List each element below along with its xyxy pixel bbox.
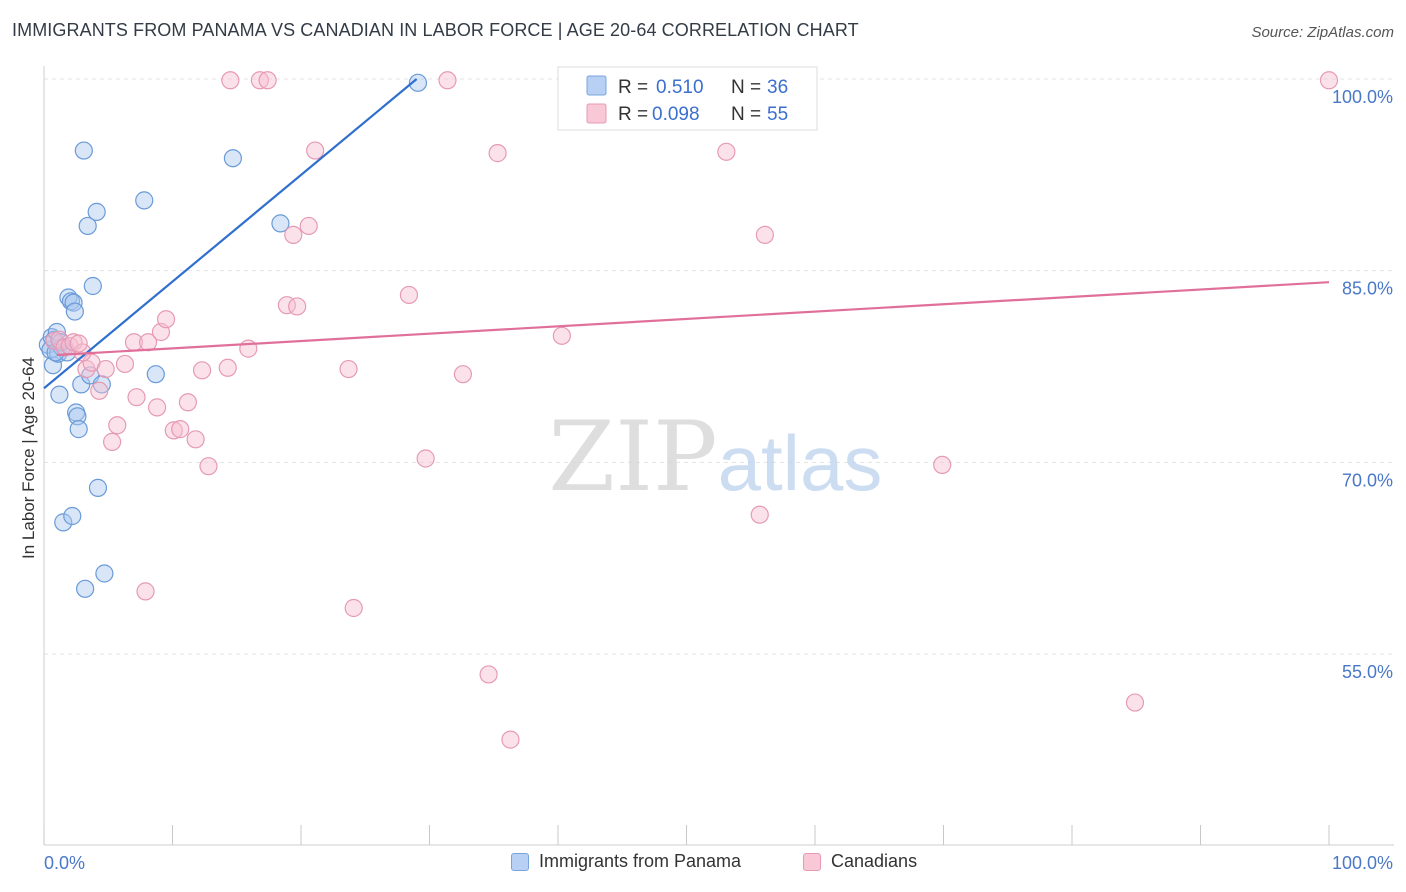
y-tick-label: 70.0% — [1342, 470, 1393, 490]
point-canadian — [156, 310, 176, 329]
legend-label-panama: Immigrants from Panama — [539, 851, 742, 871]
point-canadian — [127, 388, 146, 407]
point-canadian — [186, 430, 205, 449]
point-canadian — [178, 393, 198, 412]
point-canadian — [69, 334, 88, 353]
point-canadian — [288, 297, 307, 316]
point-canadian — [108, 416, 127, 435]
point-panama — [135, 191, 154, 210]
point-panama — [408, 73, 428, 92]
legend-label-canadians: Canadians — [831, 851, 918, 871]
point-canadian — [755, 225, 774, 244]
correlation-legend: R = 0.510 N = 36 R = 0.098 N = 55 — [557, 66, 818, 131]
point-panama — [223, 149, 242, 168]
point-canadian — [501, 730, 520, 749]
point-canadian — [339, 359, 358, 379]
chart-title: IMMIGRANTS FROM PANAMA VS CANADIAN IN LA… — [12, 20, 859, 40]
chart-source: Source: ZipAtlas.com — [1251, 24, 1394, 41]
legend-n-label-canadians: N = — [731, 104, 761, 125]
point-panama — [146, 365, 165, 384]
point-canadian — [488, 144, 507, 163]
data-points — [38, 71, 1339, 749]
point-canadian — [717, 142, 736, 161]
point-canadian — [250, 71, 269, 90]
point-canadian — [103, 432, 122, 451]
point-canadian — [164, 421, 183, 440]
point-canadian — [192, 361, 212, 380]
legend-r-label-panama: R = — [618, 77, 648, 98]
point-panama — [74, 141, 93, 160]
trend-lines — [43, 78, 1330, 390]
point-canadian — [258, 71, 277, 90]
point-panama — [88, 478, 108, 497]
y-tick-label: 55.0% — [1342, 662, 1393, 682]
x-tick-label-end: 100.0% — [1332, 853, 1393, 873]
point-panama — [50, 385, 69, 404]
legend-swatch-canadians-bottom — [803, 852, 821, 871]
point-canadian — [221, 71, 240, 90]
legend-swatch-panama-bottom — [511, 852, 529, 871]
point-canadian — [136, 582, 155, 601]
point-canadian — [416, 449, 435, 468]
x-tick-labels: 0.0% 100.0% — [44, 853, 1393, 873]
point-canadian — [306, 141, 325, 160]
point-canadian — [438, 71, 457, 90]
legend-r-value-canadians: 0.098 — [652, 104, 700, 125]
legend-item-panama: Immigrants from Panama — [511, 851, 741, 872]
point-canadian — [1125, 693, 1145, 712]
y-tick-labels: 100.0% 85.0% 70.0% 55.0% — [1332, 87, 1393, 682]
point-panama — [54, 513, 73, 532]
point-panama — [271, 214, 290, 233]
point-panama — [78, 216, 97, 236]
trend-line-canadians — [56, 281, 1330, 357]
legend-swatch-panama — [586, 75, 607, 96]
point-canadian — [218, 358, 237, 377]
trend-line-panama — [43, 78, 418, 390]
point-canadian — [344, 598, 363, 618]
watermark-zip: ZIP — [548, 401, 717, 513]
point-panama — [83, 276, 102, 296]
point-panama — [95, 564, 114, 583]
legend-n-value-panama: 36 — [767, 77, 788, 98]
legend-r-value-panama: 0.510 — [656, 77, 704, 98]
point-canadian — [1319, 71, 1339, 90]
point-canadian — [147, 398, 167, 417]
legend-r-label-canadians: R = — [618, 104, 648, 125]
legend-item-canadians: Canadians — [803, 851, 917, 872]
x-tick-label-start: 0.0% — [44, 853, 85, 873]
point-canadian — [115, 354, 135, 374]
point-canadian — [90, 381, 109, 400]
point-canadian — [284, 225, 303, 244]
y-tick-label: 85.0% — [1342, 279, 1393, 299]
point-canadian — [479, 665, 498, 684]
point-canadian — [299, 216, 318, 236]
watermark-atlas: atlas — [718, 419, 883, 507]
point-canadian — [199, 457, 218, 476]
gridlines — [44, 78, 1394, 655]
point-canadian — [453, 365, 473, 384]
legend-swatch-canadians — [586, 103, 607, 124]
point-canadian — [552, 326, 571, 345]
legend-n-value-canadians: 55 — [767, 104, 788, 125]
point-panama — [69, 420, 88, 439]
axes — [43, 66, 1394, 846]
point-panama — [76, 579, 95, 598]
point-panama — [63, 506, 82, 526]
point-canadian — [750, 505, 769, 524]
point-canadian — [171, 420, 190, 439]
y-axis-title: In Labor Force | Age 20-64 — [19, 357, 38, 559]
watermark: ZIP atlas — [548, 401, 882, 513]
point-canadian — [96, 359, 115, 379]
point-panama — [87, 202, 106, 221]
point-panama — [65, 302, 84, 321]
point-canadian — [399, 285, 419, 305]
point-canadian — [933, 455, 952, 474]
legend-n-label-panama: N = — [731, 77, 761, 98]
y-tick-label: 100.0% — [1332, 87, 1393, 107]
